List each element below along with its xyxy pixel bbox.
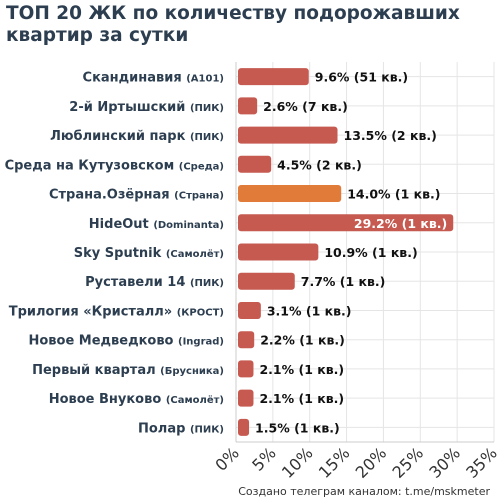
footer-credit: Создано телеграм каналом: t.me/mskmeter (238, 485, 490, 498)
value-labels: 9.6% (51 кв.) 2.6% (7 кв.) 13.5% (2 кв.) 4.… (255, 70, 447, 436)
bar (238, 68, 309, 86)
x-tick-label: 15% (315, 443, 354, 482)
bar (238, 331, 255, 349)
value-label: 7.7% (1 кв.) (301, 274, 386, 289)
category-label: Среда на Кутузовском (Среда) (5, 158, 224, 173)
category-name: Sky Sputnik (74, 246, 166, 261)
value-label: 2.1% (1 кв.) (259, 391, 344, 406)
category-label: Скандинавия (А101) (83, 71, 224, 86)
value-label: 9.6% (51 кв.) (315, 70, 408, 85)
category-developer: (ПИК) (190, 424, 224, 435)
value-label: 1.5% (1 кв.) (255, 420, 340, 435)
bar (238, 185, 342, 203)
bar (238, 418, 250, 436)
category-label: Страна.Озёрная (Страна) (49, 188, 224, 203)
bar (238, 389, 254, 407)
value-label: 29.2% (1 кв.) (354, 216, 447, 231)
value-label: 10.9% (1 кв.) (324, 245, 417, 260)
category-developer: (А101) (186, 74, 224, 85)
value-label: 13.5% (2 кв.) (344, 128, 437, 143)
bar (238, 155, 272, 173)
chart-title: ТОП 20 ЖК по количеству подорожавших ква… (6, 3, 460, 46)
bar (238, 126, 338, 144)
value-label: 14.0% (1 кв.) (347, 187, 440, 202)
category-name: Среда на Кутузовском (5, 158, 179, 173)
category-name: Страна.Озёрная (49, 188, 174, 203)
category-developer: (КРОСТ) (177, 307, 224, 318)
bar (238, 97, 258, 115)
category-label: Sky Sputnik (Самолёт) (74, 246, 224, 261)
value-label: 2.2% (1 кв.) (260, 333, 345, 348)
category-developer: (ПИК) (190, 132, 224, 143)
category-name: Трилогия «Кристалл» (9, 304, 177, 319)
category-label: Люблинский парк (ПИК) (50, 129, 224, 144)
category-name: Новое Медведково (28, 334, 178, 349)
category-name: Руставели 14 (85, 275, 190, 290)
x-tick-label: 25% (389, 443, 428, 482)
value-label: 3.1% (1 кв.) (267, 303, 352, 318)
category-label: Полар (ПИК) (138, 421, 224, 436)
value-label: 2.6% (7 кв.) (263, 99, 348, 114)
category-developer: (Самолёт) (166, 394, 224, 406)
category-developer: (Страна) (174, 191, 224, 202)
category-label: 2-й Иртышский (ПИК) (69, 100, 224, 115)
category-label: Первый квартал (Брусника) (32, 363, 224, 378)
category-developer: (ПИК) (190, 278, 224, 289)
x-tick-label: 35% (462, 443, 500, 482)
category-developer: (Ingrad) (178, 337, 224, 348)
category-name: Скандинавия (83, 71, 187, 86)
category-label: Новое Медведково (Ingrad) (28, 334, 224, 349)
value-label: 4.5% (2 кв.) (277, 157, 362, 172)
category-developer: (Dominanta) (153, 220, 224, 231)
bar (238, 214, 454, 232)
category-developer: (ПИК) (190, 103, 224, 114)
bar (238, 360, 254, 378)
bar (238, 272, 295, 290)
category-label: Руставели 14 (ПИК) (85, 275, 224, 290)
value-label: 2.1% (1 кв.) (259, 362, 344, 377)
bars (238, 68, 454, 436)
category-label: Новое Внуково (Самолёт) (49, 392, 224, 407)
category-name: 2-й Иртышский (69, 100, 190, 115)
x-tick-label: 20% (352, 443, 391, 482)
category-labels: Скандинавия (А101)2-й Иртышский (ПИК)Люб… (5, 71, 224, 437)
category-label: Трилогия «Кристалл» (КРОСТ) (9, 304, 224, 319)
bar (238, 301, 261, 319)
category-developer: (Самолёт) (166, 248, 224, 260)
category-name: Новое Внуково (49, 392, 166, 407)
bar (238, 243, 319, 261)
category-name: Люблинский парк (50, 129, 190, 144)
x-axis-ticks: 0% 5%10%15%20%25%30%35% (211, 443, 500, 482)
x-tick-label: 0% (211, 443, 242, 474)
category-label: HideOut (Dominanta) (89, 217, 224, 232)
x-tick-label: 5% (248, 443, 279, 474)
x-tick-label: 10% (278, 443, 317, 482)
category-name: Полар (138, 421, 190, 436)
x-tick-label: 30% (425, 443, 464, 482)
category-name: HideOut (89, 217, 154, 232)
category-name: Первый квартал (32, 363, 160, 378)
category-developer: (Брусника) (160, 366, 224, 377)
category-developer: (Среда) (179, 161, 224, 172)
